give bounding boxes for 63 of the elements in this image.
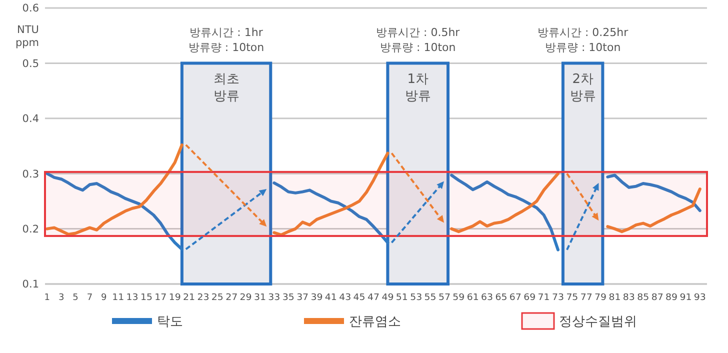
x-tick-label: 33 <box>268 293 280 303</box>
x-tick-label: 87 <box>651 293 664 303</box>
x-tick-label: 35 <box>282 293 294 303</box>
x-tick-label: 39 <box>310 293 324 303</box>
x-tick-label: 47 <box>368 293 380 303</box>
x-tick-label: 21 <box>183 293 196 303</box>
x-tick-label: 55 <box>424 293 436 303</box>
x-tick-label: 83 <box>622 293 635 303</box>
x-tick-label: 73 <box>552 293 564 303</box>
legend-label: 정상수질범위 <box>559 314 637 330</box>
x-tick-label: 67 <box>509 293 522 303</box>
x-tick-label: 85 <box>637 293 650 303</box>
x-tick-label: 43 <box>339 293 352 303</box>
x-tick-label: 27 <box>226 293 238 303</box>
legend-label: 탁도 <box>157 314 183 330</box>
x-tick-label: 19 <box>168 293 182 303</box>
x-tick-label: 1 <box>44 293 50 303</box>
x-tick-label: 91 <box>680 293 692 303</box>
x-tick-label: 45 <box>353 293 366 303</box>
x-tick-label: 65 <box>495 293 508 303</box>
y-tick-label: 0.6 <box>22 2 40 15</box>
x-tick-label: 9 <box>101 293 108 303</box>
x-tick-label: 11 <box>112 293 124 303</box>
x-tick-label: 89 <box>666 293 678 303</box>
band-label: 1차 방류 <box>404 72 431 104</box>
x-tick-label: 63 <box>481 293 494 303</box>
x-tick-label: 61 <box>466 293 479 303</box>
y-tick-label: 0.4 <box>22 113 40 126</box>
x-tick-label: 15 <box>140 293 152 303</box>
annotation: 방류시간 : 0.5hr 방류량 : 10ton <box>376 26 460 54</box>
x-tick-label: 59 <box>452 293 465 303</box>
x-tick-label: 79 <box>594 293 607 303</box>
x-tick-label: 37 <box>296 293 309 303</box>
x-tick-label: 5 <box>72 293 78 303</box>
band-label: 2차 방류 <box>570 72 596 104</box>
x-tick-label: 53 <box>410 293 422 303</box>
x-tick-label: 13 <box>126 293 138 303</box>
legend-label: 잔류염소 <box>349 314 401 330</box>
x-tick-label: 7 <box>86 293 93 303</box>
x-tick-label: 77 <box>580 293 592 303</box>
annotation: 방류시간 : 0.25hr 방류량 : 10ton <box>537 26 629 54</box>
x-tick-label: 49 <box>382 293 394 303</box>
x-tick-label: 51 <box>396 293 408 303</box>
band-label: 최초 방류 <box>213 72 240 104</box>
annotation: 방류시간 : 1hr 방류량 : 10ton <box>188 26 264 54</box>
x-tick-label: 81 <box>608 293 621 303</box>
y-tick-label: 0.3 <box>22 168 39 180</box>
y-tick-label: 0.1 <box>22 278 39 291</box>
y-tick-label: 0.5 <box>22 58 39 70</box>
x-tick-label: 69 <box>524 293 536 303</box>
x-tick-label: 57 <box>438 293 450 303</box>
x-tick-label: 75 <box>566 293 578 303</box>
x-tick-label: 3 <box>58 293 64 303</box>
x-tick-label: 17 <box>154 293 167 303</box>
x-tick-label: 31 <box>254 293 266 303</box>
y-axis-title: NTU ppm <box>15 24 39 49</box>
x-tick-label: 29 <box>240 293 252 303</box>
x-tick-label: 23 <box>197 293 210 303</box>
x-tick-label: 93 <box>694 293 706 303</box>
x-tick-label: 25 <box>211 293 224 303</box>
y-tick-label: 0.2 <box>22 223 39 236</box>
x-tick-label: 41 <box>324 293 337 303</box>
x-tick-label: 71 <box>538 293 550 303</box>
